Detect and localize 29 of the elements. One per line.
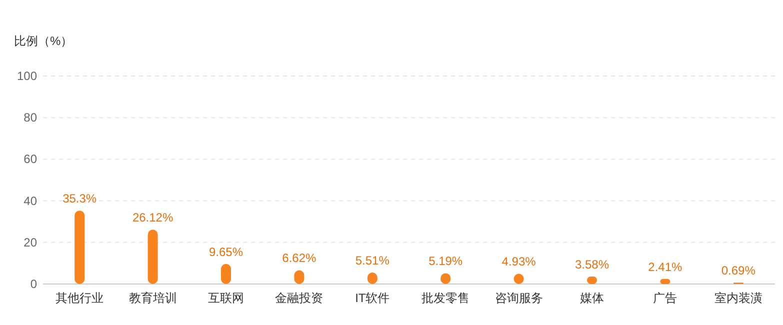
data-label: 9.65% xyxy=(208,244,244,259)
bar xyxy=(148,230,158,284)
x-tick-label: 室内装潢 xyxy=(714,291,762,305)
x-tick-label: 金融投资 xyxy=(275,291,324,305)
x-tick-label: IT软件 xyxy=(355,291,390,305)
data-label: 4.93% xyxy=(502,254,536,269)
y-tick-label: 20 xyxy=(24,235,38,250)
data-label: 35.3% xyxy=(62,192,97,206)
x-tick-label: 批发零售 xyxy=(422,291,470,305)
x-tick-label: 互联网 xyxy=(208,291,244,305)
x-tick-label: 咨询服务 xyxy=(494,291,543,305)
bar xyxy=(74,210,85,284)
y-axis-title: 比例（%） xyxy=(14,34,73,48)
data-label: 5.51% xyxy=(355,254,390,268)
data-label: 2.41% xyxy=(648,260,683,274)
y-tick-label: 80 xyxy=(24,110,38,125)
x-tick-label: 教育培训 xyxy=(128,291,177,305)
x-tick-label: 广告 xyxy=(653,291,678,305)
y-tick-label: 40 xyxy=(24,194,38,208)
y-tick-label: 60 xyxy=(24,152,38,166)
data-label: 0.69% xyxy=(721,264,756,278)
data-label: 5.19% xyxy=(428,254,463,268)
y-tick-label: 100 xyxy=(16,69,38,83)
x-tick-label: 媒体 xyxy=(580,291,604,305)
x-tick-label: 其他行业 xyxy=(56,291,104,305)
data-label: 6.62% xyxy=(282,251,317,266)
y-tick-label: 0 xyxy=(30,277,38,291)
data-label: 26.12% xyxy=(132,210,174,225)
data-label: 3.58% xyxy=(574,258,610,272)
